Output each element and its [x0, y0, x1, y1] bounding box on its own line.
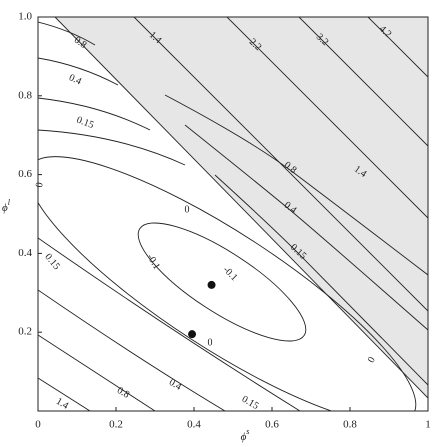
contour-line [226, 17, 428, 219]
point [207, 280, 216, 289]
boundary [54, 17, 428, 399]
contour-label: 1.4 [54, 396, 70, 412]
x-tick-label: 0.2 [109, 419, 123, 431]
contour-label: -0.1 [144, 252, 161, 271]
y-tick-label: 0.8 [18, 89, 32, 101]
contour-line [38, 289, 226, 411]
contours [38, 17, 428, 411]
contour-line [214, 174, 428, 386]
x-tick-label: 0.8 [343, 419, 357, 431]
point [188, 330, 197, 339]
x-tick-label: 0.4 [187, 419, 201, 431]
x-tick-label: 0.6 [265, 419, 279, 431]
contour-label: 0.15 [240, 394, 261, 412]
contour-line [164, 94, 428, 276]
contour-line [184, 124, 428, 331]
contour-line [38, 97, 151, 131]
y-tick-label: 0.4 [18, 247, 32, 259]
contour-line [38, 334, 156, 411]
contour-label: 0.4 [67, 72, 83, 87]
contour-label: 0.15 [42, 252, 62, 272]
contour-line [367, 17, 428, 78]
y-tick-label: 0.2 [18, 326, 32, 338]
x-tick-label: 0 [35, 419, 41, 431]
y-tick-label: 1.0 [18, 11, 32, 23]
y-axis-label: ϕl [2, 198, 11, 214]
contour-label: 0.4 [167, 377, 183, 393]
contour-line [38, 377, 91, 411]
contour-line [137, 222, 307, 342]
contour-line [38, 237, 301, 411]
x-tick-label: 1 [425, 419, 431, 431]
x-axis-label: ϕs [241, 427, 250, 443]
contour-line [298, 17, 428, 147]
contour-label: -0.1 [221, 264, 240, 283]
contour-label: 0 [185, 204, 190, 215]
contour-label: 0.15 [75, 115, 95, 131]
plot-frame [37, 16, 429, 412]
contour-label: 0 [34, 182, 46, 189]
contour-label: 0.8 [115, 385, 131, 401]
contour-label: 0 [208, 337, 213, 348]
contour-label: 0 [366, 355, 378, 365]
contour-line [38, 129, 186, 166]
contour-line [38, 21, 96, 46]
contour-line [38, 57, 119, 86]
y-tick-label: 0.6 [18, 168, 32, 180]
contour-line [38, 156, 417, 411]
